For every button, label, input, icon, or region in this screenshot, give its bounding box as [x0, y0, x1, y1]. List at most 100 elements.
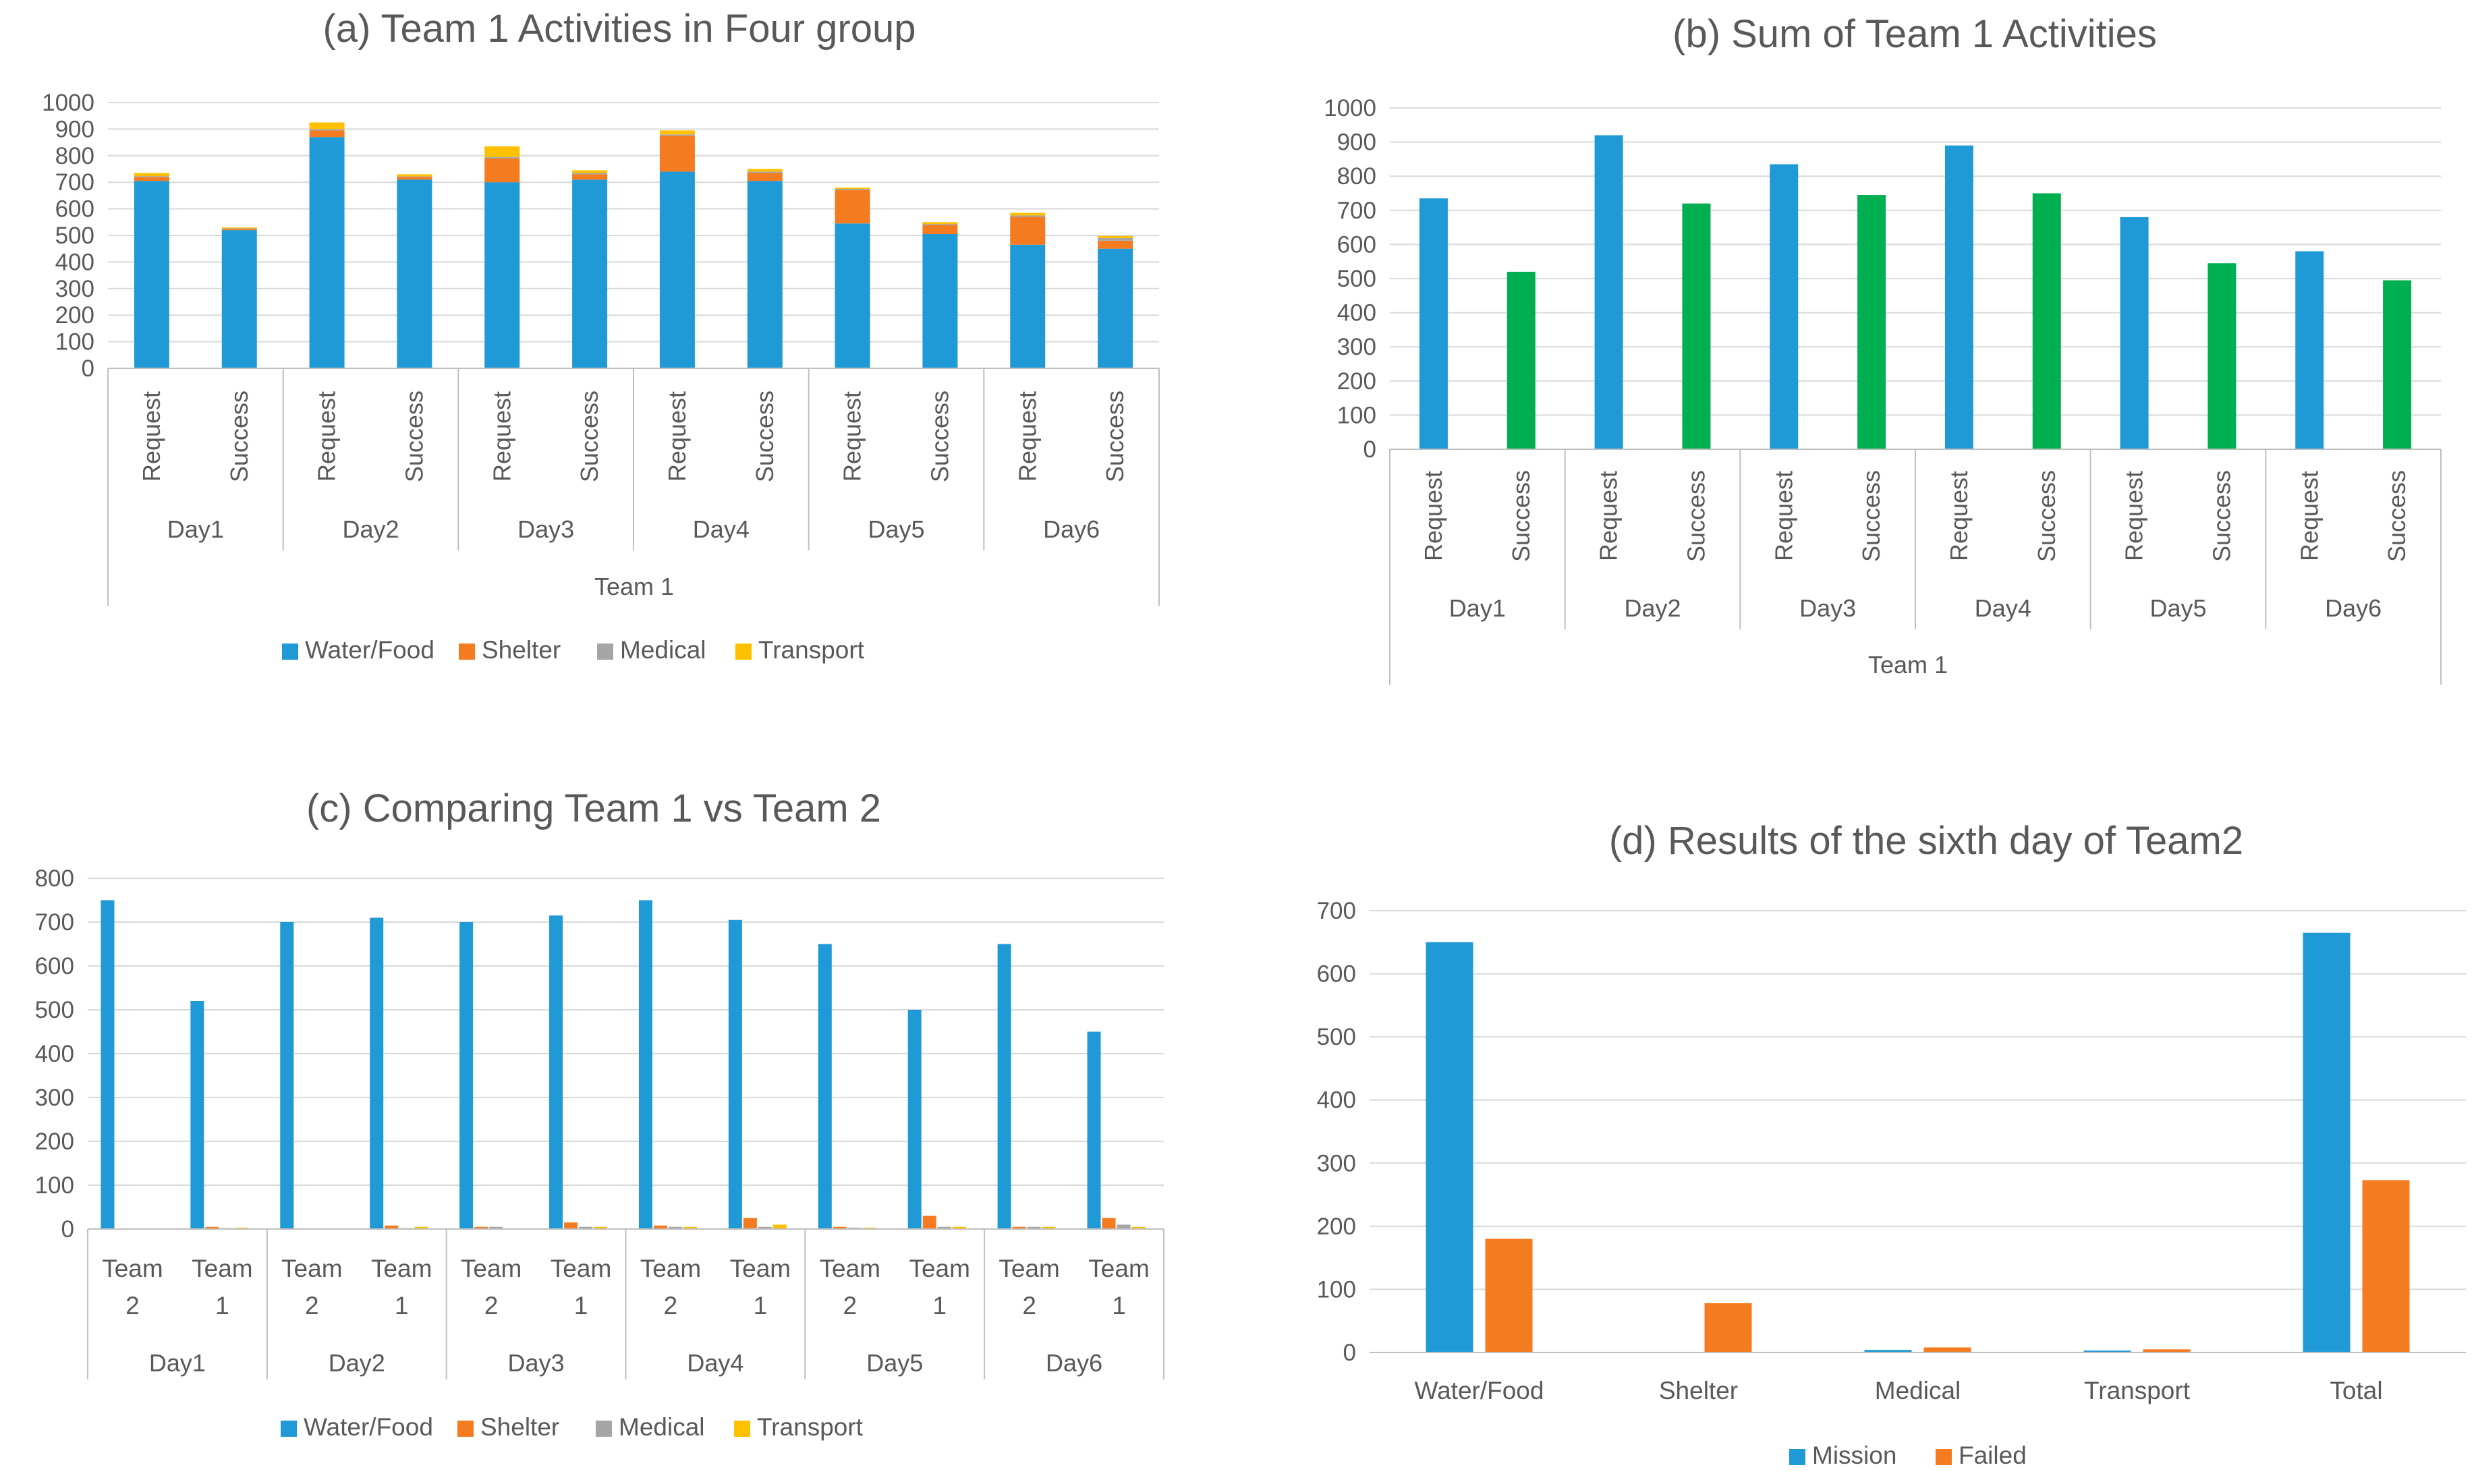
bar-segment	[835, 223, 870, 368]
bar-segment	[309, 122, 345, 130]
bar	[459, 922, 474, 1229]
x-tick-label: Team	[102, 1255, 163, 1282]
y-tick-label: 500	[55, 223, 94, 249]
y-tick-label: 600	[35, 953, 74, 979]
bar	[728, 919, 742, 1229]
bar-segment	[1098, 240, 1133, 249]
bar	[190, 1001, 204, 1229]
x-tick-label: 2	[664, 1292, 678, 1319]
x-tick-label: Success	[225, 391, 253, 482]
y-tick-label: 1000	[42, 90, 94, 116]
bar-segment	[922, 225, 958, 235]
legend-label: Water/Food	[305, 636, 434, 664]
x-tick-label: 2	[843, 1292, 857, 1319]
x-tick-label: Success	[2383, 470, 2411, 562]
bars	[1419, 135, 2412, 450]
legend-label: Transport	[758, 636, 865, 664]
bar	[2032, 193, 2061, 449]
bar-segment	[221, 230, 257, 368]
y-tick-label: 900	[1337, 130, 1376, 156]
bar	[997, 944, 1011, 1229]
x-tick-label: Team	[820, 1255, 880, 1282]
x-tick-label: Shelter	[1659, 1377, 1738, 1404]
bar	[2303, 932, 2351, 1352]
x-tick-label: Success	[1682, 470, 1710, 562]
x-tick-label: Team	[371, 1255, 432, 1282]
bar	[1857, 195, 1886, 449]
group-label: Day6	[2325, 594, 2382, 622]
x-tick-label: Request	[1013, 391, 1041, 482]
bar	[743, 1218, 757, 1229]
legend-label: Mission	[1812, 1442, 1896, 1469]
bar-segment	[397, 174, 432, 177]
bar	[1594, 135, 1623, 450]
bar	[564, 1222, 578, 1229]
x-tick-label: Request	[488, 391, 515, 482]
chart-title: (b) Sum of Team 1 Activities	[1672, 12, 2157, 56]
x-tick-label: Request	[2295, 471, 2323, 561]
x-tick-label: 1	[754, 1292, 768, 1319]
y-tick-label: 100	[35, 1172, 74, 1199]
x-tick-label: Request	[1945, 471, 1973, 561]
y-tick-label: 800	[55, 143, 94, 169]
y-tick-label: 600	[1317, 961, 1356, 988]
group-label: Day1	[1449, 594, 1506, 622]
group-label: Day4	[687, 1349, 743, 1377]
bar	[952, 1226, 966, 1229]
group-label: Day6	[1043, 515, 1100, 543]
group-label: Day4	[693, 515, 750, 543]
bar	[2207, 263, 2236, 449]
chart-panel-a: (a) Team 1 Activities in Four group 0100…	[42, 7, 1160, 664]
bar	[772, 1224, 787, 1229]
x-tick-label: Success	[1857, 470, 1885, 562]
bar-segment	[309, 129, 345, 131]
bar-segment	[747, 173, 783, 181]
y-tick-label: 200	[1317, 1214, 1356, 1240]
group-label: Day2	[329, 1349, 385, 1377]
bar-segment	[397, 179, 432, 368]
group-label: Day3	[508, 1349, 565, 1377]
bar	[414, 1226, 428, 1229]
x-tick-label: Request	[1419, 471, 1447, 561]
bar-segment	[835, 189, 870, 191]
bar	[638, 900, 652, 1229]
y-tick-label: 300	[1337, 334, 1376, 360]
group-label: Day6	[1046, 1349, 1102, 1377]
bar-segment	[484, 156, 520, 159]
x-tick-label: 1	[932, 1292, 947, 1319]
x-tick-label: 1	[395, 1292, 409, 1319]
x-tick-label: Team	[281, 1255, 342, 1282]
bar-segment	[835, 188, 870, 190]
x-tick-label: Success	[751, 391, 779, 482]
bar	[1087, 1031, 1101, 1229]
y-tick-label: 700	[1317, 898, 1356, 924]
category-group-label: Team 1	[594, 573, 674, 600]
legend-label: Water/Food	[304, 1413, 433, 1441]
x-tick-label: Success	[926, 391, 953, 482]
bar	[1042, 1226, 1056, 1229]
x-tick-label: Team	[730, 1255, 791, 1282]
x-tick-label: Team	[640, 1255, 701, 1282]
x-tick-label: Success	[2033, 470, 2060, 562]
x-tick-label: Request	[839, 391, 866, 482]
bar	[2120, 217, 2149, 449]
bar	[833, 1226, 847, 1229]
legend-swatch	[597, 644, 613, 660]
bar-segment	[134, 177, 169, 181]
legend-label: Transport	[757, 1413, 864, 1441]
bar	[1131, 1226, 1146, 1229]
bar-segment	[1010, 217, 1046, 245]
group-label: Day3	[517, 515, 574, 543]
bar-segment	[134, 176, 169, 177]
bar	[1012, 1226, 1026, 1229]
group-label: Day5	[866, 1349, 923, 1377]
x-tick-label: Request	[1770, 471, 1797, 561]
bar-segment	[922, 224, 958, 225]
legend-swatch	[282, 644, 298, 660]
x-tick-label: 1	[215, 1292, 229, 1319]
bar	[2143, 1349, 2191, 1352]
y-tick-label: 800	[1337, 163, 1376, 190]
group-label: Day5	[2149, 594, 2206, 622]
bars	[101, 900, 1146, 1229]
